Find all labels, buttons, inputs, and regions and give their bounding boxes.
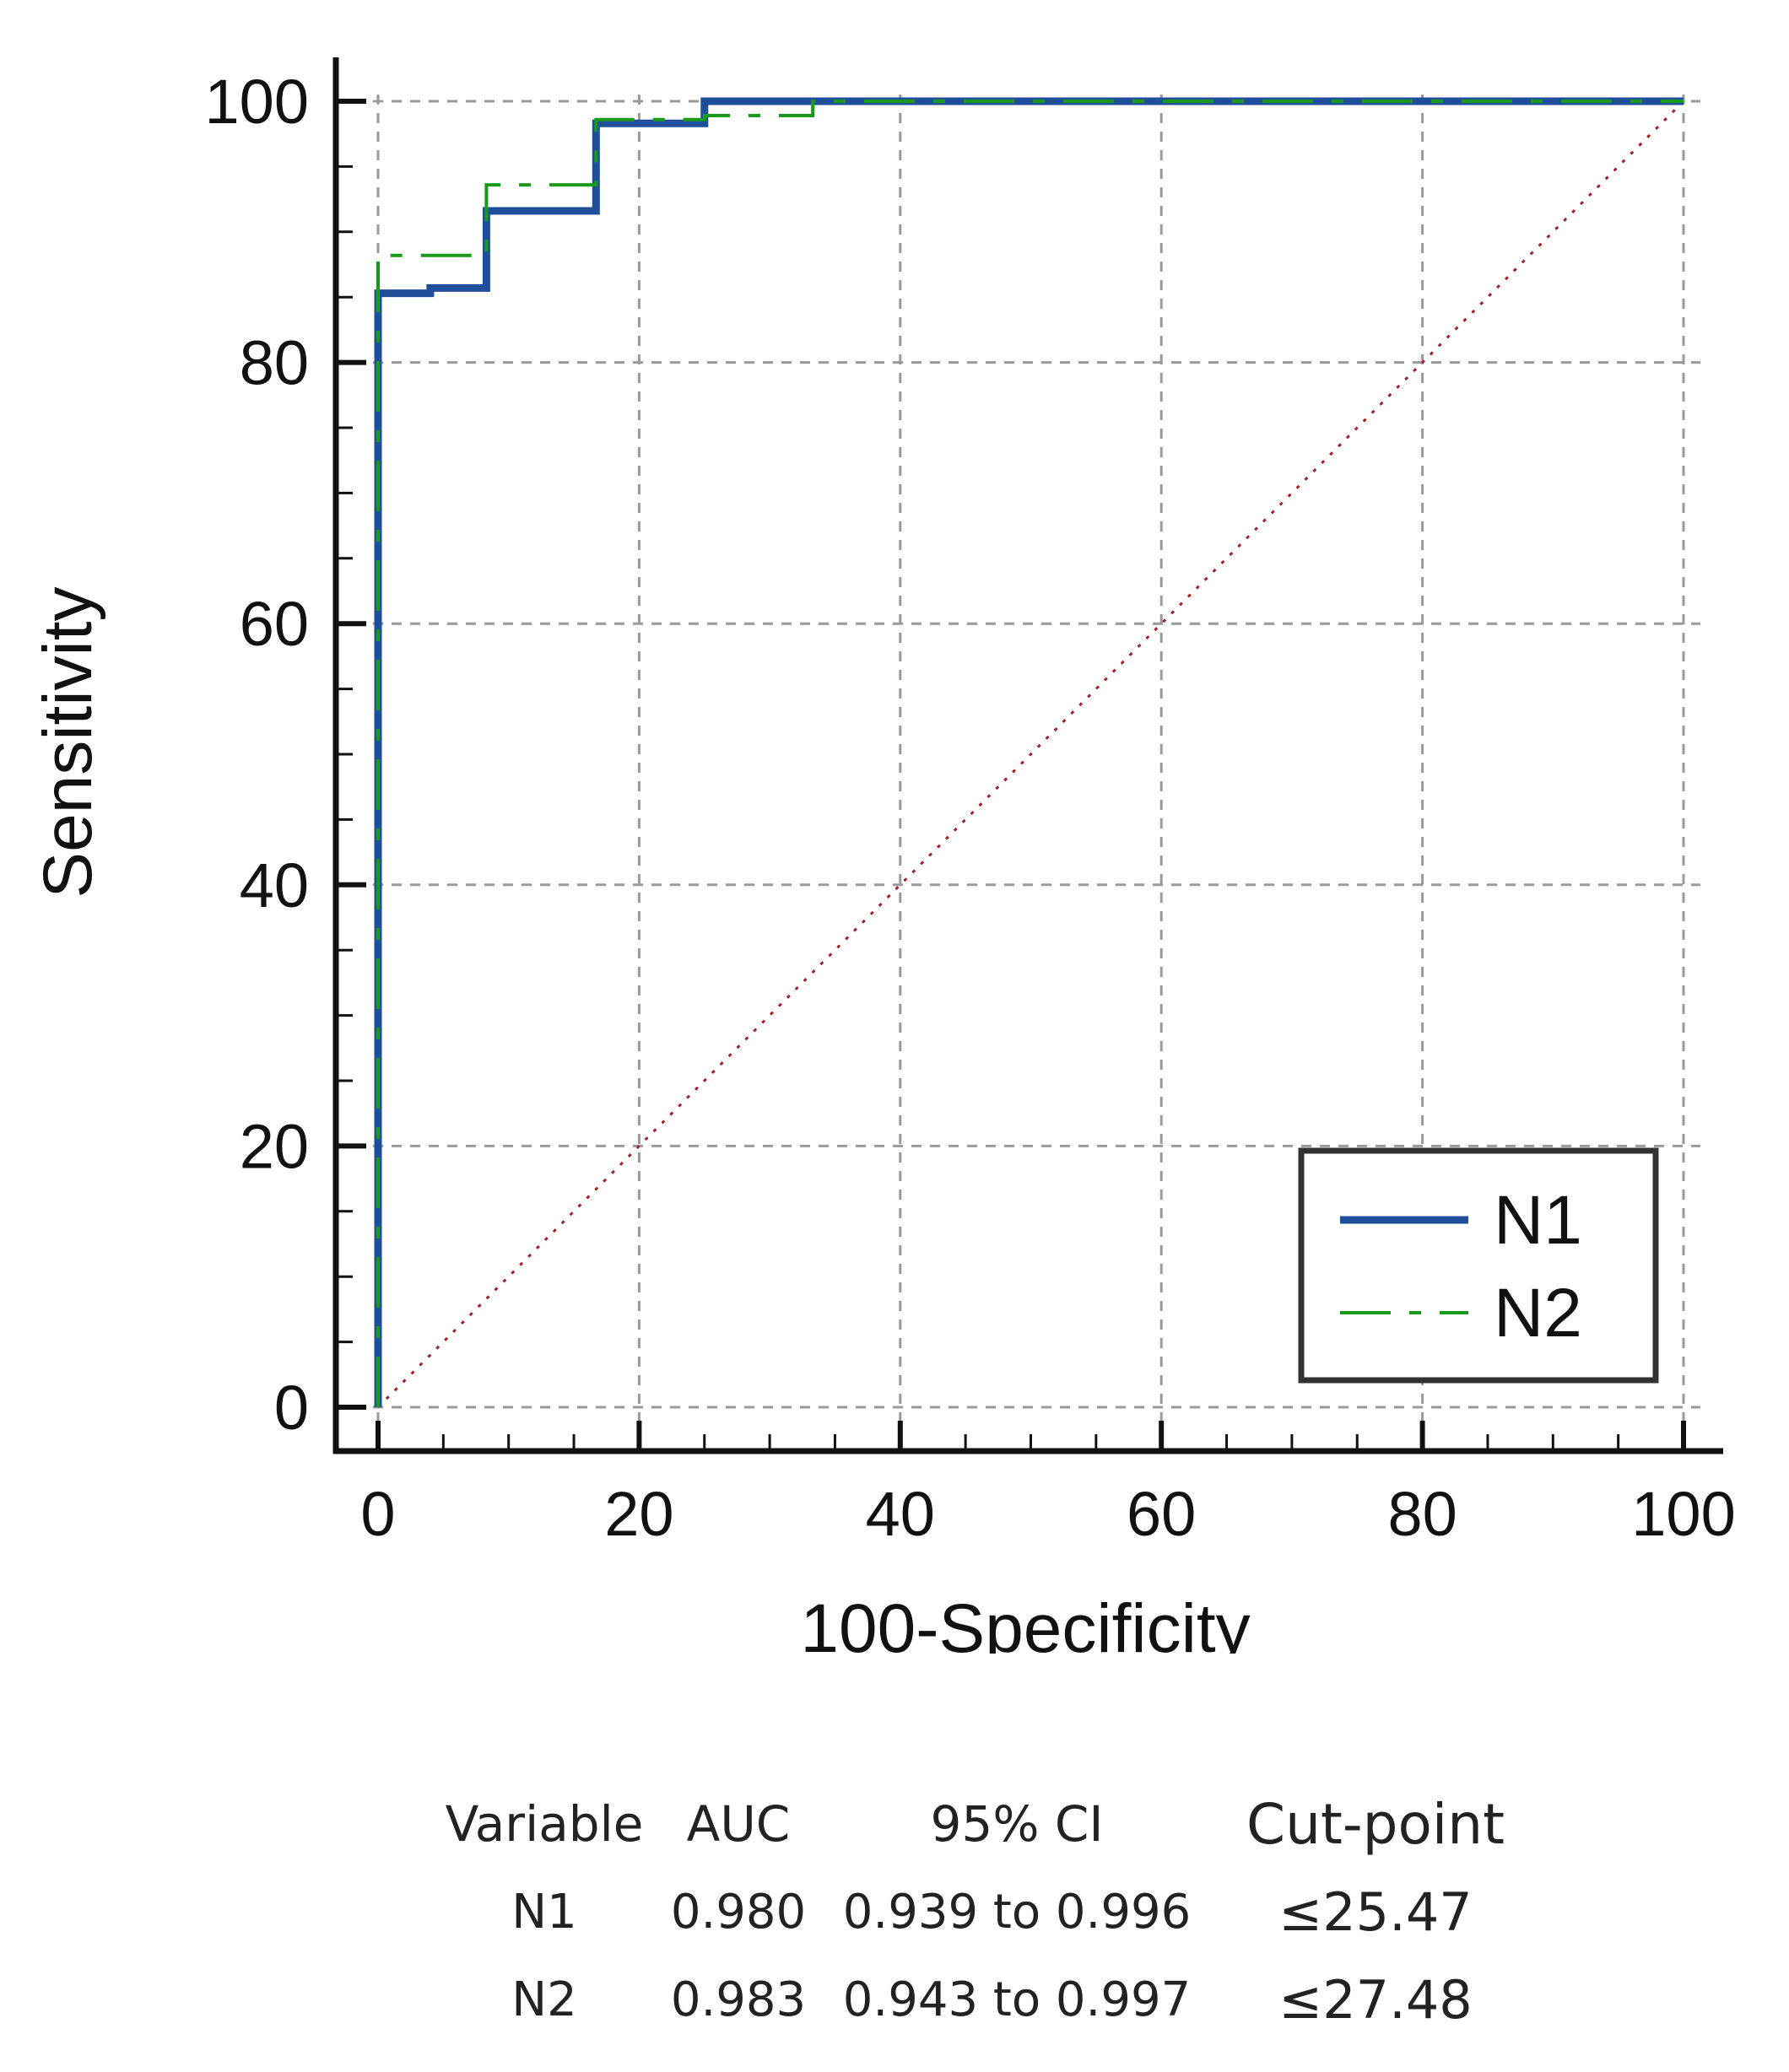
x-tick-label-60: 60 — [1127, 1479, 1196, 1549]
y-tick-label-60: 60 — [240, 589, 309, 659]
cell-cut-point: ≤25.47 — [1278, 1880, 1473, 1943]
header-auc: AUC — [686, 1795, 791, 1853]
x-tick-label-100: 100 — [1631, 1479, 1735, 1549]
cell-cut-point: ≤27.48 — [1278, 1968, 1473, 2031]
cell-ci: 0.943 to 0.997 — [842, 1972, 1192, 2027]
x-axis-title: 100-Specificity — [800, 1590, 1250, 1654]
series-line-n1 — [374, 97, 1684, 1407]
legend-label-n1: N1 — [1494, 1182, 1582, 1259]
y-tick-label-0: 0 — [274, 1373, 309, 1443]
y-tick-label-40: 40 — [240, 850, 309, 920]
roc-chart: 0 20 40 60 80 100 0 20 40 60 80 100 100-Specificity… — [30, 57, 1736, 1654]
cell-auc: 0.980 — [670, 1884, 807, 1940]
header-ci: 95% CI — [930, 1795, 1104, 1853]
grid-lines — [336, 94, 1700, 1451]
y-tick-label-20: 20 — [240, 1111, 309, 1181]
x-tick-label-0: 0 — [360, 1479, 395, 1549]
auc-table: Variable AUC 95% CI Cut-point N1 0.980 0… — [422, 1780, 1527, 2043]
cell-variable: N1 — [511, 1884, 577, 1940]
reference-line — [376, 100, 1685, 1409]
legend-label-n2: N2 — [1494, 1275, 1582, 1352]
reference-diagonal — [376, 100, 1685, 1409]
axes — [332, 57, 1723, 1454]
legend: N1 N2 — [1298, 1147, 1659, 1384]
header-cut-point: Cut-point — [1246, 1791, 1505, 1857]
tick-labels: 0 20 40 60 80 100 0 20 40 60 80 100 — [205, 67, 1736, 1549]
x-tick-label-20: 20 — [604, 1479, 673, 1549]
series-lines — [374, 97, 1684, 1407]
y-tick-label-80: 80 — [240, 328, 309, 398]
table-header-row: Variable AUC 95% CI Cut-point — [422, 1780, 1527, 1868]
cell-variable: N2 — [511, 1972, 577, 2027]
table-row: N1 0.980 0.939 to 0.996 ≤25.47 — [422, 1868, 1527, 1956]
cell-ci: 0.939 to 0.996 — [842, 1884, 1192, 1940]
y-axis-title: Sensitivity — [30, 586, 106, 898]
header-variable: Variable — [445, 1795, 644, 1853]
x-tick-label-40: 40 — [866, 1479, 935, 1549]
y-tick-label-100: 100 — [205, 67, 309, 137]
series-line-n2 — [376, 100, 1684, 1407]
table-row: N2 0.983 0.943 to 0.997 ≤27.48 — [422, 1956, 1527, 2043]
legend-box — [1298, 1147, 1659, 1384]
cell-auc: 0.983 — [670, 1972, 807, 2027]
x-tick-label-80: 80 — [1387, 1479, 1457, 1549]
